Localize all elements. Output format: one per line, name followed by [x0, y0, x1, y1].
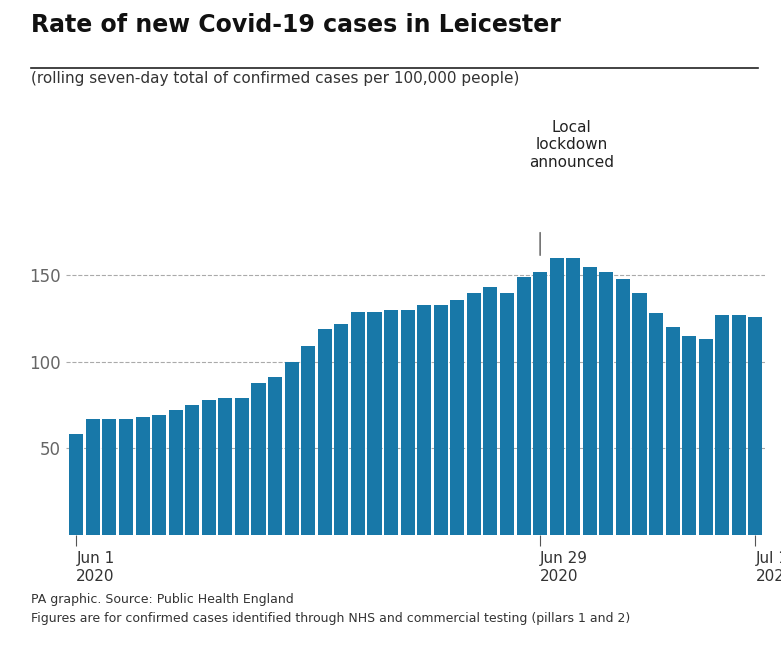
Bar	[119, 419, 133, 535]
Bar	[102, 419, 116, 535]
Bar	[334, 324, 348, 535]
Text: Rate of new Covid-19 cases in Leicester: Rate of new Covid-19 cases in Leicester	[31, 13, 561, 37]
Bar	[699, 340, 713, 535]
Bar	[732, 315, 746, 535]
Bar	[599, 272, 613, 535]
Bar	[633, 293, 647, 535]
Bar	[201, 400, 216, 535]
Bar	[748, 317, 762, 535]
Bar	[70, 434, 84, 535]
Bar	[384, 310, 398, 535]
Bar	[649, 314, 663, 535]
Bar	[318, 329, 332, 535]
Bar	[566, 258, 580, 535]
Bar	[665, 327, 679, 535]
Text: Figures are for confirmed cases identified through NHS and commercial testing (p: Figures are for confirmed cases identifi…	[31, 612, 630, 625]
Bar	[516, 277, 530, 535]
Bar	[86, 419, 100, 535]
Bar	[367, 312, 381, 535]
Bar	[351, 312, 365, 535]
Bar	[185, 405, 199, 535]
Bar	[251, 382, 266, 535]
Bar	[550, 258, 564, 535]
Bar	[616, 279, 630, 535]
Bar	[268, 377, 282, 535]
Text: Local
lockdown
announced: Local lockdown announced	[529, 120, 614, 170]
Bar	[169, 410, 183, 535]
Bar	[152, 415, 166, 535]
Bar	[219, 398, 233, 535]
Bar	[235, 398, 249, 535]
Text: PA graphic. Source: Public Health England: PA graphic. Source: Public Health Englan…	[31, 593, 294, 606]
Bar	[136, 417, 150, 535]
Bar	[301, 346, 316, 535]
Bar	[500, 293, 514, 535]
Bar	[284, 362, 298, 535]
Bar	[451, 299, 465, 535]
Bar	[417, 305, 431, 535]
Bar	[433, 305, 448, 535]
Bar	[583, 267, 597, 535]
Bar	[483, 288, 497, 535]
Bar	[682, 336, 696, 535]
Bar	[401, 310, 415, 535]
Bar	[467, 293, 481, 535]
Text: (rolling seven-day total of confirmed cases per 100,000 people): (rolling seven-day total of confirmed ca…	[31, 71, 519, 86]
Bar	[715, 315, 729, 535]
Bar	[533, 272, 547, 535]
